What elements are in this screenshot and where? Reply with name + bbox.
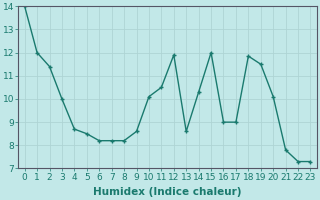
X-axis label: Humidex (Indice chaleur): Humidex (Indice chaleur) xyxy=(93,187,242,197)
